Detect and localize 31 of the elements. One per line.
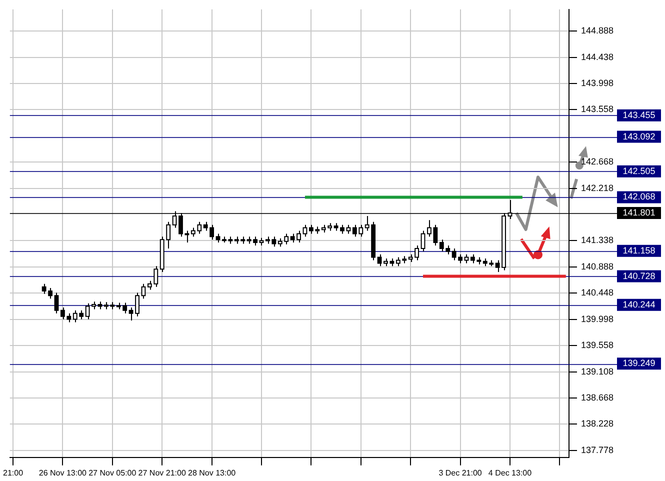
ref-line-label: 142.505 [622,166,656,176]
y-tick-label: 138.668 [581,392,614,402]
y-tick-label: 142.218 [581,182,614,193]
y-tick-label: 139.998 [581,314,614,324]
ref-line-label: 140.244 [622,299,656,310]
y-tick-label: 140.448 [581,287,614,298]
ref-line-label: 143.455 [622,110,656,120]
y-tick-label: 143.998 [581,78,614,88]
y-tick-label: 138.228 [581,418,614,428]
x-tick-label: 21:00 [2,468,24,478]
ref-line-label: 139.249 [622,358,656,368]
ref-line-label: 141.158 [622,245,656,256]
y-tick-label: 137.778 [581,444,614,455]
x-tick-label: 28 Nov 13:00 [188,468,236,478]
y-tick-label: 143.558 [581,104,614,114]
y-tick-label: 142.668 [581,156,614,166]
ref-line-label: 141.801 [622,207,656,218]
y-tick-label: 144.438 [581,52,614,62]
x-tick-label: 27 Nov 05:00 [88,468,137,478]
x-tick-label: 27 Nov 21:00 [138,468,186,478]
y-tick-label: 144.888 [581,25,614,36]
y-tick-label: 141.338 [581,234,614,245]
x-tick-label: 4 Dec 13:00 [488,468,532,478]
y-tick-label: 139.558 [581,340,614,350]
x-tick-label: 3 Dec 21:00 [438,468,482,478]
x-tick-label: 26 Nov 13:00 [38,468,88,478]
y-tick-label: 140.888 [581,261,614,272]
ref-line-label: 142.068 [622,192,656,202]
ref-line-label: 143.092 [622,131,656,142]
y-tick-label: 139.108 [581,366,614,376]
ref-line-label: 140.728 [622,270,656,281]
